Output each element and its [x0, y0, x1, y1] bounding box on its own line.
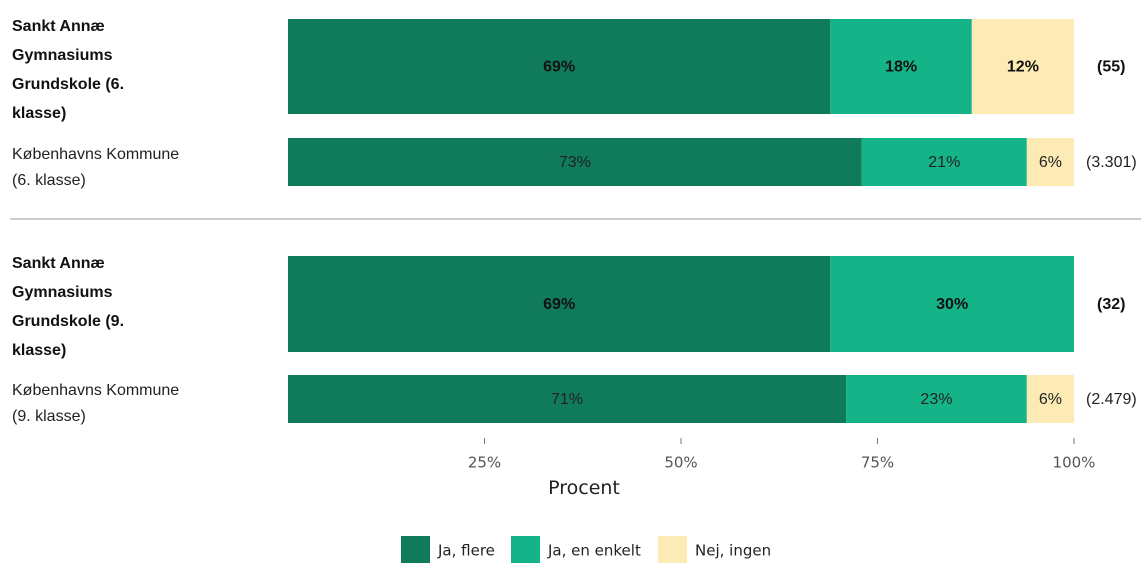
bar-segment-nej-ingen	[971, 19, 1074, 114]
sample-size-label: (32)	[1097, 296, 1125, 313]
category-label-line: (6. klasse)	[12, 172, 86, 189]
legend: Ja, flere Ja, en enkelt Nej, ingen	[401, 536, 771, 563]
category-label-line: Gymnasiums	[12, 284, 113, 301]
category-label-line: (9. klasse)	[12, 408, 86, 425]
bar-value-label: 12%	[1007, 59, 1039, 76]
bar-segment-ja-en-enkelt	[830, 256, 1074, 352]
category-label-line: klasse)	[12, 342, 66, 359]
x-tick-label: 50%	[664, 454, 697, 472]
bar-row: Sankt Annæ Gymnasiums Grundskole (6. klasse…	[12, 18, 1125, 122]
bar-value-label: 23%	[920, 391, 952, 408]
legend-label: Ja, en enkelt	[547, 542, 641, 560]
category-label-line: klasse)	[12, 105, 66, 122]
bar-row: Københavns Kommune (9. klasse) 71% 23% 6% (2.…	[12, 375, 1137, 425]
bar-value-label: 30%	[936, 296, 968, 313]
legend-swatch	[511, 536, 540, 563]
x-axis: 25% 50% 75% 100%	[468, 438, 1096, 472]
x-tick-label: 100%	[1053, 454, 1096, 472]
category-label-line: Sankt Annæ	[12, 18, 105, 35]
bar-segment-ja-flere	[288, 375, 847, 423]
category-label-line: Københavns Kommune	[12, 382, 179, 399]
sample-size-label: (3.301)	[1086, 154, 1137, 171]
bar-value-label: 6%	[1039, 391, 1062, 408]
bar-value-label: 73%	[559, 154, 591, 171]
sample-size-label: (2.479)	[1086, 391, 1137, 408]
bar-value-label: 21%	[928, 154, 960, 171]
category-label-line: Grundskole (9.	[12, 313, 124, 330]
sample-size-label: (55)	[1097, 59, 1125, 76]
legend-swatch	[401, 536, 430, 563]
bar-row: Københavns Kommune (6. klasse) 73% 21% 6% (3.…	[12, 138, 1137, 189]
bar-value-label: 71%	[551, 391, 583, 408]
bar-segment-ja-flere	[288, 256, 831, 352]
bar-row: Sankt Annæ Gymnasiums Grundskole (9. klasse…	[12, 255, 1125, 359]
legend-label: Ja, flere	[437, 542, 495, 560]
category-label-line: Sankt Annæ	[12, 255, 105, 272]
x-tick-label: 25%	[468, 454, 501, 472]
bar-segment-ja-en-enkelt	[846, 375, 1027, 423]
bar-value-label: 69%	[543, 59, 575, 76]
legend-swatch	[658, 536, 687, 563]
x-tick-label: 75%	[861, 454, 894, 472]
legend-label: Nej, ingen	[695, 542, 771, 560]
bar-segment-ja-flere	[288, 19, 831, 114]
bar-segment-nej-ingen	[1026, 138, 1074, 186]
bar-segment-ja-en-enkelt	[830, 19, 972, 114]
bar-value-label: 69%	[543, 296, 575, 313]
category-label-line: Gymnasiums	[12, 47, 113, 64]
bar-value-label: 6%	[1039, 154, 1062, 171]
bar-value-label: 18%	[885, 59, 917, 76]
category-label-line: Grundskole (6.	[12, 76, 124, 93]
rows-layer: Sankt Annæ Gymnasiums Grundskole (6. klasse…	[12, 18, 1137, 425]
bar-segment-ja-flere	[288, 138, 862, 186]
bar-segment-nej-ingen	[1026, 375, 1074, 423]
bar-segment-ja-en-enkelt	[861, 138, 1027, 186]
category-label-line: Københavns Kommune	[12, 146, 179, 163]
x-axis-title: Procent	[548, 477, 620, 499]
